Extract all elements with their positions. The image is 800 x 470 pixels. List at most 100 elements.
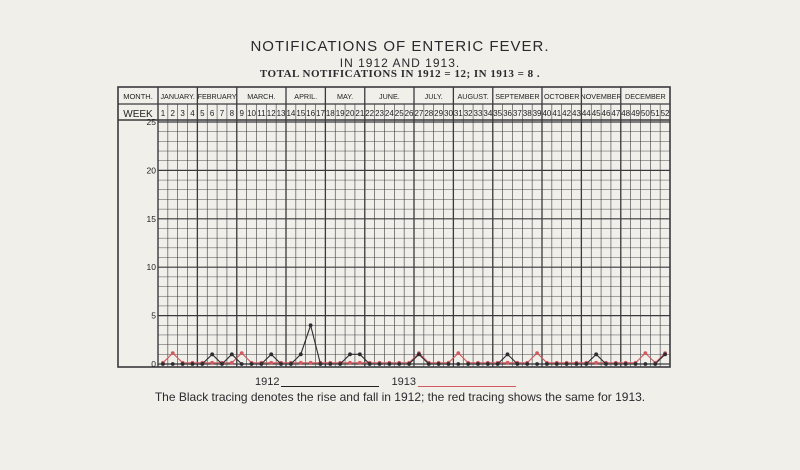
data-point-1912 [417,352,421,357]
data-point-1912 [476,362,480,366]
week-number-label: 3 [180,109,185,118]
week-number-label: 43 [572,109,581,118]
data-point-1912 [466,362,471,366]
month-label: SEPTEMBER [495,92,539,101]
data-point-1912 [515,362,520,366]
data-point-1912 [200,362,205,366]
data-point-1912 [653,362,658,366]
data-point-1912 [446,362,451,366]
month-label: OCTOBER [544,92,579,101]
data-point-1912 [604,362,608,366]
series-line-1913 [162,352,666,364]
y-tick-label: 10 [147,262,157,272]
month-label: DECEMBER [625,92,666,101]
week-number-label: 46 [602,109,611,118]
data-point-1912 [426,362,431,366]
data-point-1913 [505,360,510,365]
chart-caption: The Black tracing denotes the rise and f… [154,390,646,404]
month-row-label: MONTH. [123,92,153,101]
week-number-label: 45 [592,109,601,118]
week-number-label: 44 [582,109,591,118]
data-point-1912 [190,362,195,366]
data-point-1913 [594,360,599,365]
data-point-1912 [623,362,628,366]
data-point-1912 [643,362,648,366]
data-point-1912 [259,362,264,366]
data-point-1912 [269,352,274,357]
week-number-label: 28 [424,109,433,118]
data-point-1912 [367,362,372,366]
data-point-1912 [377,362,382,366]
data-point-1912 [436,362,441,366]
data-point-1912 [574,362,579,366]
data-point-1912 [348,352,352,357]
week-number-label: 18 [326,109,335,118]
week-number-label: 6 [210,109,215,118]
month-label: JUNE. [379,92,400,101]
y-tick-label: 5 [151,311,156,321]
week-number-label: 7 [220,109,225,118]
week-number-label: 1 [161,109,166,118]
data-point-1913 [239,351,244,356]
week-number-label: 49 [631,109,640,118]
y-tick-label: 20 [147,165,157,175]
month-label: MARCH. [247,92,275,101]
week-number-label: 37 [513,109,522,118]
week-number-label: 34 [483,109,492,118]
data-point-1912 [328,362,333,366]
data-point-1912 [397,362,402,366]
y-tick-label: 25 [147,117,157,127]
week-number-label: 26 [405,109,414,118]
week-number-label: 12 [267,109,276,118]
week-number-label: 41 [552,109,561,118]
week-number-label: 27 [414,109,423,118]
week-number-label: 31 [454,109,463,118]
data-point-1913 [348,360,352,365]
week-number-label: 42 [562,109,571,118]
legend-1912-line [281,385,380,387]
month-label: JULY. [425,92,443,101]
week-number-label: 4 [190,109,195,118]
data-point-1912 [485,362,490,366]
data-point-1913 [210,360,215,365]
week-number-label: 10 [247,109,256,118]
legend-1913-line [417,385,516,387]
data-point-1912 [387,362,392,366]
month-label: MAY. [337,92,353,101]
data-point-1912 [229,352,234,357]
week-number-label: 19 [336,109,345,118]
week-number-label: 11 [257,109,266,118]
legend-1912-label: 1912 [255,376,280,388]
data-point-1912 [249,362,254,366]
data-point-1912 [289,362,293,366]
data-point-1912 [505,352,510,357]
week-number-label: 16 [306,109,315,118]
data-point-1912 [525,362,530,366]
week-number-label: 20 [346,109,355,118]
data-point-1913 [298,360,303,365]
month-label: AUGUST. [457,92,488,101]
week-row-label: WEEK [123,109,153,120]
data-point-1913 [269,360,274,365]
week-number-label: 22 [365,109,374,118]
data-point-1913 [170,351,175,356]
y-tick-label: 0 [151,359,156,369]
week-number-label: 30 [444,109,453,118]
week-number-label: 29 [434,109,443,118]
data-point-1912 [210,352,215,357]
y-tick-label: 15 [147,214,157,224]
data-point-1912 [170,362,175,366]
data-point-1912 [357,352,362,357]
data-point-1912 [338,362,343,366]
data-point-1913 [456,351,461,356]
week-number-label: 14 [286,109,295,118]
data-point-1912 [554,362,559,366]
week-number-label: 33 [474,109,483,118]
week-number-label: 52 [661,109,670,118]
data-point-1912 [535,362,539,366]
data-point-1912 [545,362,549,366]
data-point-1912 [308,323,313,328]
week-number-label: 5 [200,109,205,118]
data-point-1912 [633,362,638,366]
